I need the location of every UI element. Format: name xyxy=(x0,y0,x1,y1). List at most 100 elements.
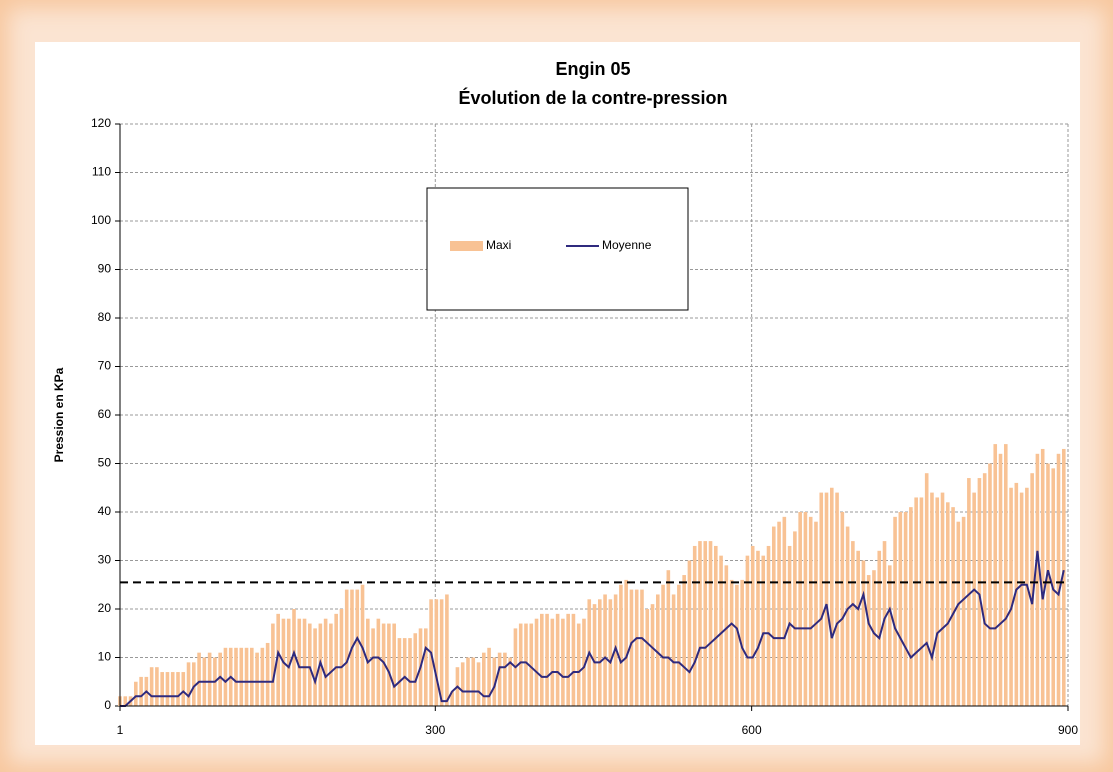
bar xyxy=(771,526,776,706)
bar xyxy=(518,623,523,706)
bar xyxy=(408,638,412,706)
bar xyxy=(634,589,639,706)
bar xyxy=(851,541,855,706)
bar xyxy=(793,531,797,706)
bar xyxy=(223,647,228,706)
bar xyxy=(265,642,270,706)
bar xyxy=(197,652,201,706)
bar xyxy=(909,507,913,706)
bar xyxy=(323,618,328,706)
bar xyxy=(735,584,739,706)
bar xyxy=(703,541,708,706)
bar xyxy=(1056,453,1061,706)
bar xyxy=(692,545,697,706)
bar xyxy=(914,497,918,706)
bar xyxy=(640,589,644,706)
bar xyxy=(255,652,259,706)
bar xyxy=(360,584,365,706)
bar xyxy=(250,647,254,706)
bar xyxy=(829,487,834,706)
bar xyxy=(381,623,386,706)
bar xyxy=(745,555,750,706)
chart-subtitle: Évolution de la contre-pression xyxy=(458,87,727,108)
bar xyxy=(951,507,955,706)
bar xyxy=(181,672,186,706)
bar xyxy=(824,492,829,706)
y-tick-label: 50 xyxy=(98,456,112,470)
y-tick-label: 90 xyxy=(98,262,112,276)
bar xyxy=(608,599,613,706)
line xyxy=(120,550,1065,707)
y-axis-label: Pression en KPa xyxy=(52,367,66,462)
bar xyxy=(671,594,676,706)
bar xyxy=(887,565,892,706)
y-tick-label: 60 xyxy=(98,407,112,421)
y-tick-label: 70 xyxy=(98,359,112,373)
bar xyxy=(355,589,360,706)
bar xyxy=(724,565,729,706)
bar xyxy=(861,560,866,706)
bar xyxy=(682,575,686,706)
bar xyxy=(835,492,839,706)
bar xyxy=(439,599,444,706)
bar xyxy=(645,609,650,706)
bar xyxy=(1035,453,1040,706)
y-tick-label: 30 xyxy=(98,553,112,567)
bar xyxy=(935,497,940,706)
bar xyxy=(866,575,871,706)
bar xyxy=(1014,482,1019,706)
bar xyxy=(160,672,164,706)
bar xyxy=(344,589,349,706)
bar xyxy=(993,444,998,706)
bar xyxy=(808,516,813,706)
bar xyxy=(529,623,534,706)
legend-swatch xyxy=(450,241,483,251)
bar xyxy=(1040,448,1045,706)
bar xyxy=(503,652,507,706)
bar xyxy=(750,545,755,706)
bar xyxy=(777,521,781,706)
bar xyxy=(192,662,196,706)
bar xyxy=(566,613,570,706)
bar xyxy=(1046,463,1050,706)
bar xyxy=(661,584,665,706)
x-tick-label: 900 xyxy=(1058,723,1078,737)
bar xyxy=(487,647,491,706)
bar xyxy=(814,521,818,706)
bar xyxy=(387,623,391,706)
bar xyxy=(534,618,539,706)
bar xyxy=(893,516,897,706)
bar xyxy=(803,512,808,706)
bar xyxy=(624,579,628,706)
bar xyxy=(666,570,671,706)
bar xyxy=(497,652,502,706)
bar xyxy=(218,652,222,706)
bar xyxy=(571,613,576,706)
bar xyxy=(555,613,560,706)
bar xyxy=(176,672,180,706)
bar xyxy=(840,512,845,706)
legend-label: Maxi xyxy=(486,238,511,252)
bar xyxy=(597,599,602,706)
bar xyxy=(540,613,544,706)
bar xyxy=(650,604,655,706)
bar xyxy=(139,676,143,706)
bar xyxy=(392,623,396,706)
bar xyxy=(244,647,249,706)
bar xyxy=(988,463,992,706)
bar xyxy=(170,672,175,706)
bar xyxy=(313,628,317,706)
bar xyxy=(719,555,723,706)
bar xyxy=(329,623,333,706)
bar xyxy=(476,662,481,706)
bar xyxy=(956,521,961,706)
legend-label: Moyenne xyxy=(602,238,652,252)
bar xyxy=(967,478,971,706)
bar xyxy=(945,502,950,706)
bar xyxy=(445,594,449,706)
bar xyxy=(1061,448,1066,706)
bar xyxy=(603,594,607,706)
bar xyxy=(123,696,128,706)
bar xyxy=(782,516,787,706)
bar xyxy=(271,623,275,706)
